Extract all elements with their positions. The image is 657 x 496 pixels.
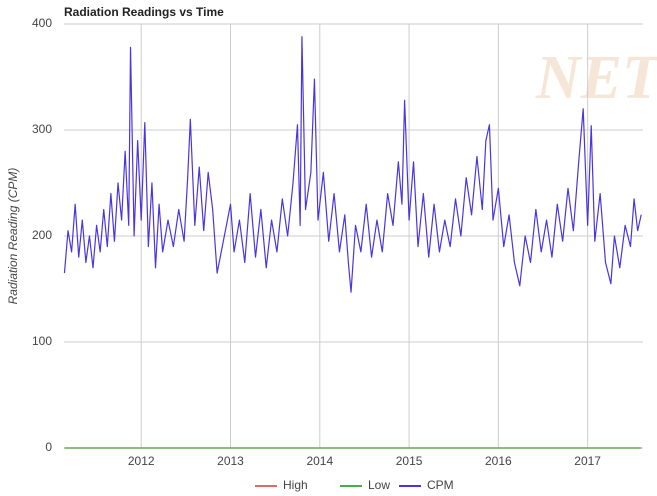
legend-label: High (283, 478, 308, 492)
y-axis-label: Radiation Reading (CPM) (6, 168, 20, 305)
y-tick-label: 400 (32, 16, 52, 30)
x-tick-label: 2017 (574, 454, 601, 468)
x-tick-label: 2013 (217, 454, 244, 468)
x-tick-label: 2016 (485, 454, 512, 468)
watermark: NETC.c (535, 44, 657, 112)
y-tick-label: 200 (32, 228, 52, 242)
y-tick-label: 0 (45, 440, 52, 454)
x-tick-label: 2012 (128, 454, 155, 468)
x-tick-label: 2014 (306, 454, 333, 468)
x-tick-label: 2015 (396, 454, 423, 468)
legend-label: CPM (427, 478, 454, 492)
chart-title: Radiation Readings vs Time (64, 5, 224, 19)
series-line (63, 36, 642, 293)
legend-label: Low (368, 478, 390, 492)
y-tick-label: 100 (32, 334, 52, 348)
y-tick-label: 300 (32, 122, 52, 136)
